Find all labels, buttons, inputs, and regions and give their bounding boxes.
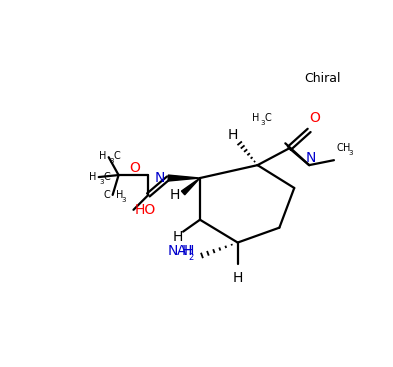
Text: H: H xyxy=(184,244,195,258)
Text: C: C xyxy=(337,143,344,153)
Text: C: C xyxy=(104,172,110,182)
Text: 3: 3 xyxy=(349,150,353,156)
Text: H: H xyxy=(170,188,180,202)
Text: O: O xyxy=(310,112,321,126)
Text: H: H xyxy=(173,230,183,244)
Text: H: H xyxy=(233,271,243,285)
Text: H: H xyxy=(252,113,259,124)
Text: H: H xyxy=(99,151,107,161)
Text: H: H xyxy=(89,172,97,182)
Text: 3: 3 xyxy=(110,158,114,164)
Text: N: N xyxy=(155,171,165,185)
Text: H: H xyxy=(116,190,123,200)
Polygon shape xyxy=(168,175,200,181)
Text: C: C xyxy=(104,190,111,200)
Text: H: H xyxy=(343,143,350,153)
Text: N: N xyxy=(306,151,316,165)
Text: C: C xyxy=(264,113,271,124)
Text: O: O xyxy=(130,161,140,175)
Text: A: A xyxy=(176,244,186,258)
Text: N: N xyxy=(168,244,178,258)
Text: Chiral: Chiral xyxy=(304,72,341,85)
Text: 2: 2 xyxy=(188,254,193,262)
Text: 3: 3 xyxy=(100,179,104,185)
Text: HO: HO xyxy=(135,203,156,217)
Text: H: H xyxy=(182,244,192,258)
Text: 3: 3 xyxy=(121,197,126,203)
Text: 3: 3 xyxy=(261,120,265,127)
Text: H: H xyxy=(228,128,238,142)
Text: C: C xyxy=(114,151,120,161)
Polygon shape xyxy=(182,178,200,195)
